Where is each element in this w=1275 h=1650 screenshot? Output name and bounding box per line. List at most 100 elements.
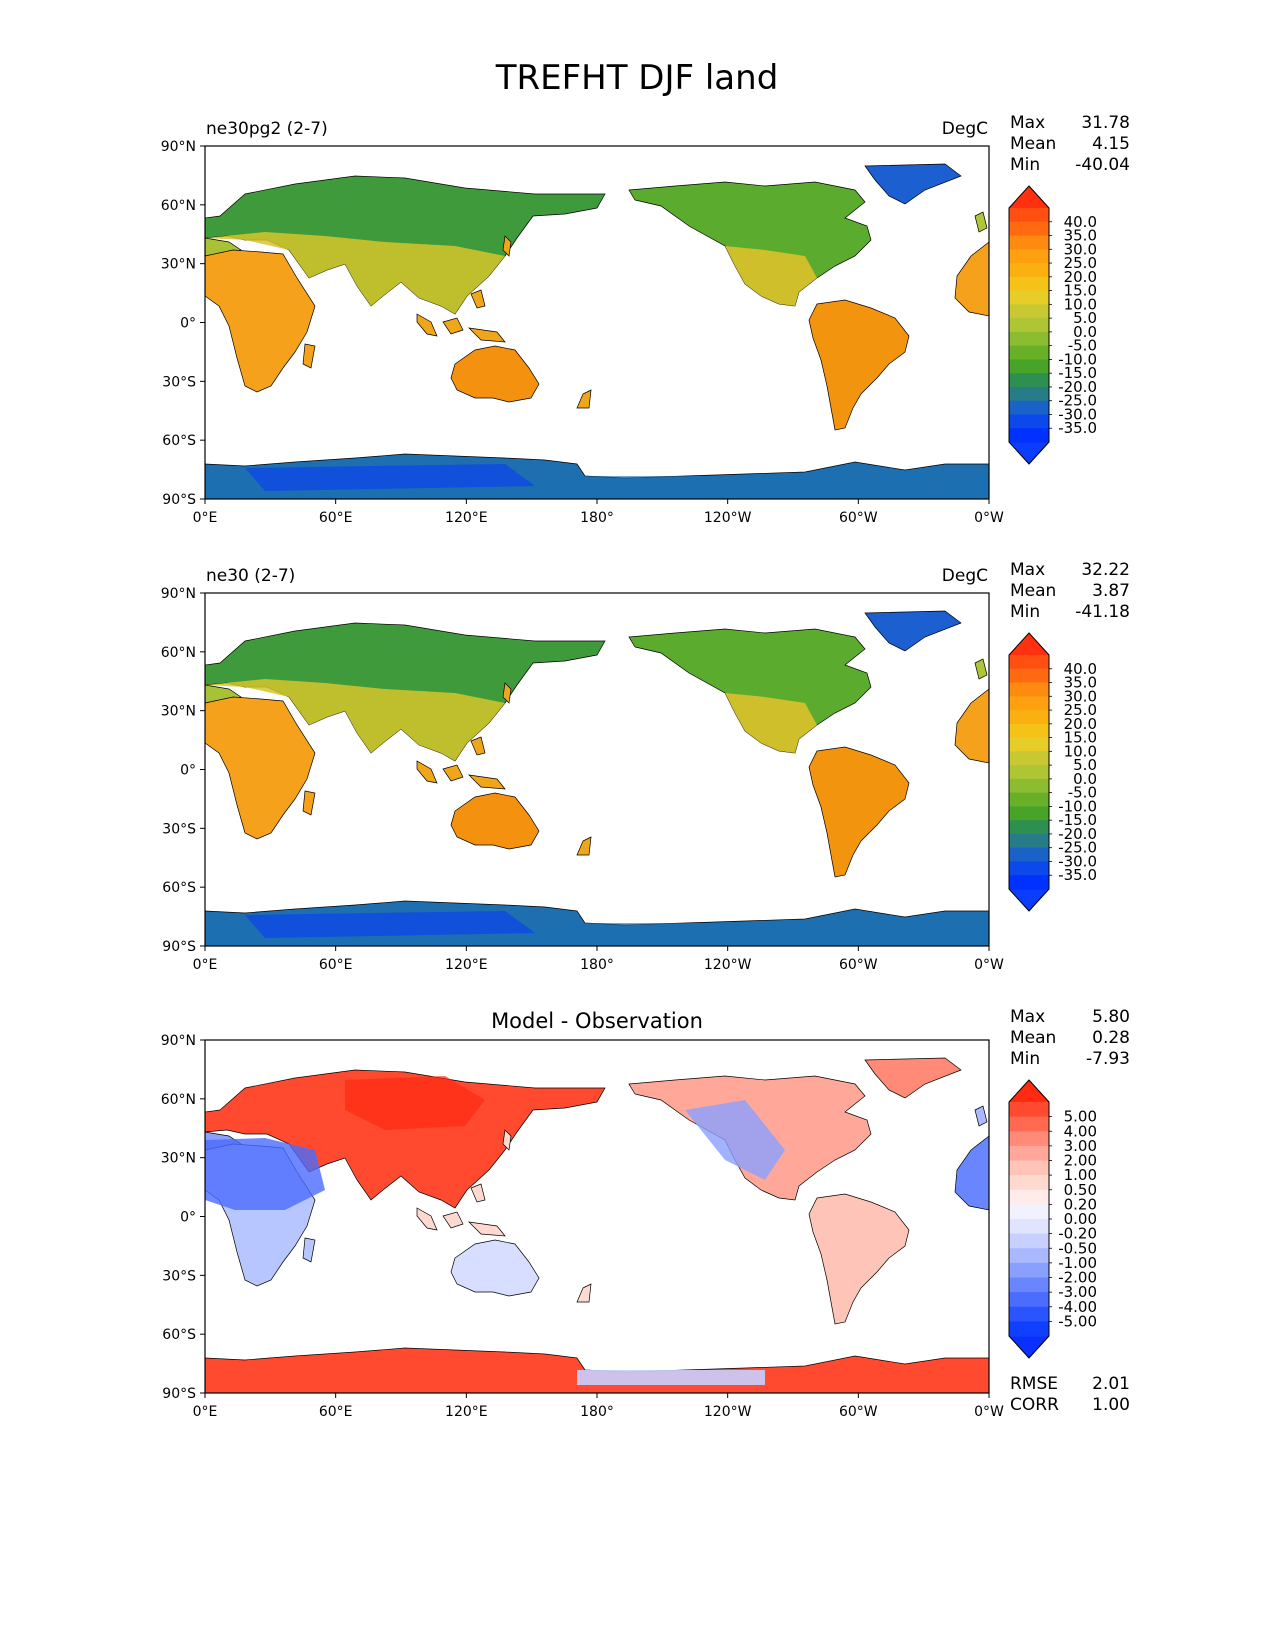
map-panel-1: 0°E 60°E 120°E 180° 120°W 60°W 0°W 90°N 60°N 30°N… [161,113,1130,526]
stat-value: 5.80 [1092,1007,1130,1027]
stat-value: -40.04 [1075,155,1130,175]
land-layer [204,163,990,500]
colorbar: 5.004.003.002.001.000.500.200.00-0.20-0.… [1008,1079,1097,1359]
greenland-landmass [864,163,962,205]
north-america-south-band [725,693,817,753]
subtropical-band [205,232,505,314]
x-tick-label: 0°E [193,957,218,973]
colorbar-label: -35.0 [1058,866,1097,884]
x-tick-label: 120°E [445,957,488,973]
colorbar-label: 35.0 [1064,227,1097,245]
colorbar-outline [1008,1079,1050,1359]
colorbar-label: 40.0 [1064,213,1097,231]
colorbar-segment [1009,668,1049,684]
x-tick-label: 60°W [839,1404,878,1420]
sea-islands-landmass [576,1283,592,1303]
colorbar-label: 5.00 [1064,1108,1097,1126]
x-tick-label: 60°E [319,510,353,526]
colorbar-segment [1009,1116,1049,1132]
y-tick-label: 60°S [162,880,196,896]
colorbar-segment [1009,792,1049,808]
colorbar-extend-min [1009,889,1049,911]
colorbar-segment [1009,847,1049,863]
sea-islands-landmass [442,764,464,782]
colorbar-label: -4.00 [1058,1298,1097,1316]
colorbar-label: 15.0 [1064,282,1097,300]
greenland-landmass [864,1057,962,1099]
colorbar-extend-max [1009,633,1049,655]
colorbar-segment [1009,723,1049,739]
panel-center-title: Model - Observation [491,1009,703,1033]
y-tick-label: 60°S [162,1327,196,1343]
sea-islands-landmass [416,760,438,784]
colorbar-label: -1.00 [1058,1254,1097,1272]
colorbar-segment [1009,249,1049,264]
colorbar-segment [1009,414,1049,429]
x-tick-label: 120°E [445,510,488,526]
east-antarctic-plateau [245,911,535,938]
colorbar-outline [1008,632,1050,912]
panel-left-title: ne30pg2 (2-7) [206,119,328,139]
colorbar-label: 30.0 [1064,240,1097,258]
colorbar-segment [1009,778,1049,794]
colorbar-segment [1009,1160,1049,1176]
y-tick-label: 90°S [162,492,196,508]
siberia-warm-bias [345,1076,485,1130]
colorbar-label: 0.0 [1073,770,1097,788]
y-tick-label: 60°N [161,645,196,661]
colorbar-label: 20.0 [1064,268,1097,286]
east-antarctic-plateau [245,464,535,491]
colorbar-segment [1009,765,1049,780]
x-tick-label: 60°E [319,957,353,973]
sea-islands-landmass [416,313,438,337]
x-tick-label: 180° [580,510,614,526]
y-tick-label: 60°S [162,433,196,449]
colorbar-label: -30.0 [1058,405,1097,423]
colorbar-label: 5.0 [1073,756,1097,774]
sea-islands-landmass [502,682,512,704]
colorbar-segment [1009,655,1049,670]
colorbar-segment [1009,861,1049,876]
x-tick-label: 120°W [704,510,752,526]
colorbar-segment [1009,290,1049,305]
sea-islands-landmass [576,836,592,856]
colorbar-extend-min [1009,442,1049,464]
ross-ice-cold-bias [577,1370,765,1385]
colorbar-label: 0.0 [1073,323,1097,341]
colorbar-segment [1009,359,1049,374]
colorbar-label: 25.0 [1064,701,1097,719]
greenland-landmass [864,610,962,652]
stat-label: Max [1010,1007,1045,1027]
figure-title: TREFHT DJF land [495,58,779,98]
stat-label: Min [1010,1049,1040,1069]
x-tick-label: 0°W [974,510,1004,526]
colorbar-segment [1009,1233,1049,1249]
colorbar-segment [1009,1262,1049,1279]
stat-label: Mean [1010,134,1056,154]
x-tick-label: 0°E [193,1404,218,1420]
panel-units: DegC [942,566,988,586]
colorbar-segment [1009,710,1049,725]
samerica-landmass [808,299,910,431]
y-tick-label: 30°N [161,704,196,720]
samerica-landmass [808,746,910,878]
colorbar-segment [1009,208,1049,223]
colorbar-label: -10.0 [1058,350,1097,368]
sea-islands-landmass [442,317,464,335]
colorbar-label: -3.00 [1058,1283,1097,1301]
colorbar-segment [1009,1131,1049,1147]
colorbar-segment [1009,373,1049,388]
land-layer [204,1057,990,1394]
colorbar-segment [1009,276,1049,292]
colorbar-segment [1009,1292,1049,1308]
y-tick-label: 0° [180,1210,196,1226]
colorbar-label: 2.00 [1064,1152,1097,1170]
colorbar-extend-min [1009,1336,1049,1358]
north-america-south-band [725,246,817,306]
colorbar-label: 30.0 [1064,687,1097,705]
y-tick-label: 90°N [161,586,196,602]
colorbar-segment [1009,331,1049,347]
colorbar-segment [1009,318,1049,333]
bottom-stat-label: RMSE [1010,1374,1058,1394]
y-tick-label: 30°S [162,374,196,390]
